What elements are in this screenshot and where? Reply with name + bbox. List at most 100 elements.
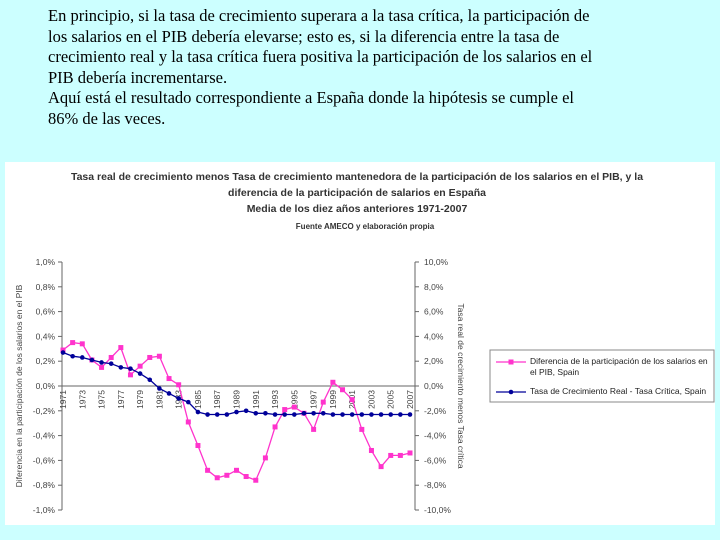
chart-area	[5, 162, 715, 525]
x-tick-label: 1973	[77, 390, 87, 409]
text-line: Aquí está el resultado correspondiente a…	[48, 88, 575, 107]
point	[243, 408, 249, 414]
y2-tick-label: 0,0%	[424, 381, 444, 391]
point	[349, 412, 355, 417]
point	[224, 412, 230, 417]
point	[137, 363, 143, 369]
point	[118, 365, 124, 370]
point	[224, 472, 230, 478]
point	[311, 426, 317, 432]
point	[166, 391, 172, 396]
point	[272, 424, 278, 430]
x-tick-label: 2003	[366, 390, 376, 409]
x-tick-label: 1989	[232, 390, 242, 409]
point	[292, 412, 297, 417]
legend-label: Tasa de Crecimiento Real - Tasa Crítica,…	[530, 386, 707, 396]
y-tick-label: 0,6%	[36, 307, 56, 317]
point	[330, 412, 336, 417]
y2-tick-label: -6,0%	[424, 455, 447, 465]
point	[205, 467, 211, 473]
point	[282, 407, 288, 413]
y-tick-label: -1,0%	[33, 505, 56, 515]
x-tick-label: 1977	[116, 390, 126, 409]
y2-tick-label: 6,0%	[424, 307, 444, 317]
point	[340, 387, 346, 393]
legend-label: Diferencia de la participación de los sa…	[530, 356, 708, 377]
point	[99, 360, 104, 365]
point	[291, 404, 297, 410]
point	[79, 341, 85, 347]
point	[127, 372, 133, 378]
point	[407, 450, 413, 456]
point	[166, 376, 172, 382]
y-tick-label: 1,0%	[36, 257, 56, 267]
point	[369, 412, 374, 417]
point	[388, 452, 394, 458]
legend-marker	[508, 389, 514, 395]
point	[195, 443, 201, 449]
text-line: En principio, si la tasa de crecimiento …	[48, 6, 590, 25]
point	[398, 412, 403, 417]
x-tick-label: 1971	[58, 390, 68, 409]
x-tick-label: 1979	[135, 390, 145, 409]
point	[99, 364, 105, 370]
point	[79, 355, 85, 360]
text-line: PIB debería incrementarse.	[48, 67, 228, 87]
slide-text: En principio, si la tasa de crecimiento …	[48, 6, 668, 129]
point	[108, 361, 114, 366]
point	[186, 399, 191, 405]
point	[359, 412, 365, 417]
point	[262, 455, 268, 461]
point	[243, 474, 249, 480]
text-line: 86% de las veces.	[48, 108, 166, 128]
y2-tick-label: 4,0%	[424, 331, 444, 341]
point	[320, 410, 326, 416]
point	[234, 409, 239, 415]
point	[118, 345, 124, 351]
point	[156, 353, 162, 359]
chart-title: Media de los diez años anteriores 1971-2…	[247, 203, 468, 215]
point	[70, 353, 75, 359]
x-tick-label: 1997	[309, 390, 319, 409]
x-tick-label: 2005	[386, 390, 396, 409]
point	[320, 399, 326, 405]
x-tick-label: 1981	[154, 390, 164, 409]
chart-source: Fuente AMECO y elaboración propia	[296, 222, 435, 231]
y-tick-label: 0,8%	[36, 282, 56, 292]
y-tick-label: -0,2%	[33, 406, 56, 416]
y-axis-label: Diferencia en la participación de los sa…	[14, 284, 24, 487]
point	[368, 447, 374, 453]
point	[195, 409, 201, 415]
point	[311, 410, 316, 416]
point	[214, 412, 220, 417]
y2-tick-label: 8,0%	[424, 282, 444, 292]
legend-marker	[508, 359, 514, 365]
point	[70, 340, 76, 346]
point	[282, 412, 287, 417]
x-tick-label: 1993	[270, 390, 280, 409]
point	[108, 354, 114, 360]
point	[253, 477, 259, 483]
x-tick-label: 1999	[328, 390, 338, 409]
point	[205, 412, 210, 417]
point	[378, 412, 384, 417]
point	[253, 410, 259, 416]
point	[89, 357, 95, 363]
point	[157, 386, 162, 391]
point	[407, 412, 413, 417]
x-tick-label: 1991	[251, 390, 261, 409]
x-tick-label: 1995	[289, 390, 299, 409]
y2-tick-label: -10,0%	[424, 505, 451, 515]
point	[330, 379, 336, 385]
y-tick-label: -0,8%	[33, 480, 56, 490]
point	[60, 350, 66, 355]
y2-axis-label: Tasa real de crecimiento menos Tasa crít…	[456, 303, 466, 468]
point	[176, 382, 182, 388]
legend	[489, 349, 715, 403]
point	[185, 419, 191, 425]
text-line: los salarios en el PIB debería elevarse;…	[48, 26, 560, 46]
text-line: crecimiento real y la tasa crítica fuera…	[48, 47, 593, 66]
point	[359, 426, 365, 432]
x-tick-label: 1987	[212, 390, 222, 409]
